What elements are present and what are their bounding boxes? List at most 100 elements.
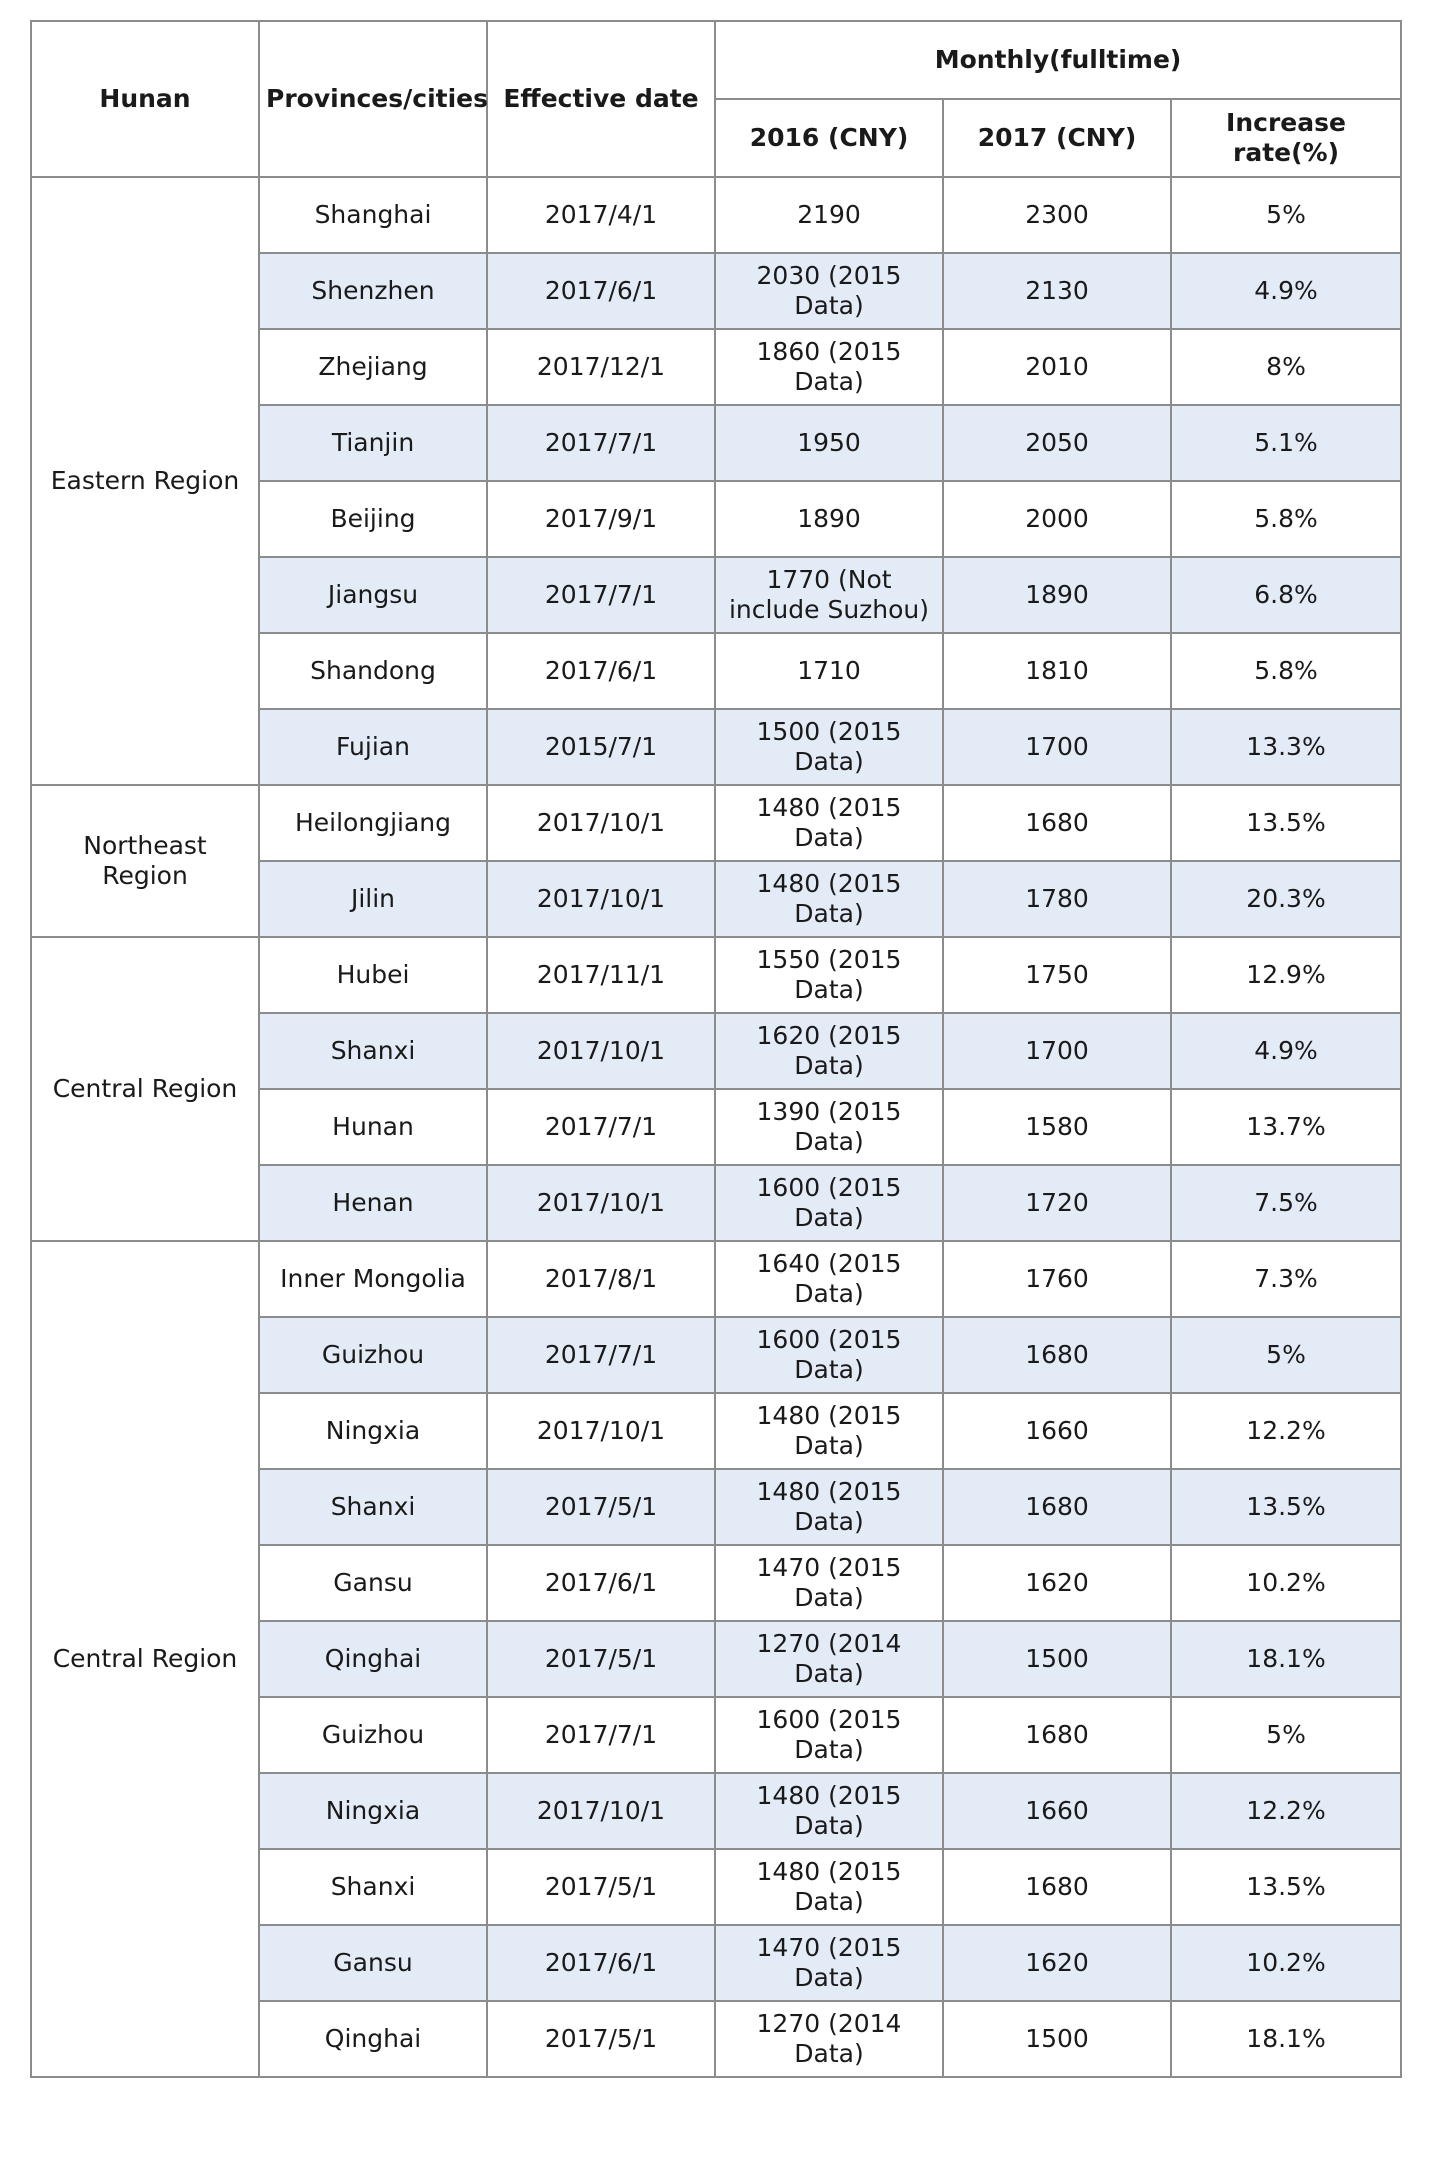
table-row: Ningxia 2017/10/1 1480 (2015 Data) 1660 12.2… (31, 1772, 1403, 1850)
wage-2016-cell: 1640 (2015 Data) (714, 1240, 944, 1318)
wage-2017-cell: 1660 (942, 1392, 1172, 1470)
effective-date-cell: 2017/7/1 (486, 404, 716, 482)
wage-2016-cell: 1950 (714, 404, 944, 482)
wage-2017-cell: 1580 (942, 1088, 1172, 1166)
table-row: Eastern Region Shanghai 2017/4/1 2190 2300 5% (30, 176, 1403, 786)
table-row: Shenzhen 2017/6/1 2030 (2015 Data) 2130 4.9% (31, 252, 1403, 330)
increase-rate-cell: 18.1% (1169, 2000, 1403, 2078)
table-row: Guizhou 2017/7/1 1600 (2015 Data) 1680 5% (31, 1316, 1403, 1394)
effective-date-cell: 2017/10/1 (486, 1012, 716, 1090)
increase-rate-cell: 8% (1169, 328, 1403, 406)
wage-2017-cell: 1720 (942, 1164, 1172, 1242)
effective-date-cell: 2017/7/1 (486, 1316, 716, 1394)
province-cell: Inner Mongolia (258, 1240, 488, 1318)
header-province: Provinces/cities (258, 20, 488, 178)
increase-rate-cell: 4.9% (1169, 1012, 1403, 1090)
table-row: Qinghai 2017/5/1 1270 (2014 Data) 1500 18.1% (31, 2000, 1403, 2078)
table-row: Central Region Inner Mongolia 2017/8/1 1640… (30, 1240, 1403, 2078)
increase-rate-cell: 13.3% (1169, 708, 1403, 786)
wage-2016-cell: 1860 (2015 Data) (714, 328, 944, 406)
province-cell: Shanxi (258, 1468, 488, 1546)
table-row: Shandong 2017/6/1 1710 1810 5.8% (31, 632, 1403, 710)
effective-date-cell: 2015/7/1 (486, 708, 716, 786)
effective-date-cell: 2017/10/1 (486, 1392, 716, 1470)
province-cell: Ningxia (258, 1772, 488, 1850)
effective-date-cell: 2017/5/1 (486, 1848, 716, 1926)
wage-2017-cell: 1680 (942, 1468, 1172, 1546)
header-2016: 2016 (CNY) (714, 98, 944, 178)
wage-2016-cell: 1500 (2015 Data) (714, 708, 944, 786)
table-row: Tianjin 2017/7/1 1950 2050 5.1% (31, 404, 1403, 482)
header-monthly-group: Monthly(fulltime) (713, 20, 1403, 100)
table-row: Jiangsu 2017/7/1 1770 (Not include Suzhou)… (31, 556, 1403, 634)
wage-2016-cell: 1480 (2015 Data) (714, 1772, 944, 1850)
wage-2016-cell: 1770 (Not include Suzhou) (714, 556, 944, 634)
increase-rate-cell: 5% (1169, 176, 1403, 254)
effective-date-cell: 2017/6/1 (486, 632, 716, 710)
effective-date-cell: 2017/7/1 (486, 556, 716, 634)
region-cell: Eastern Region (30, 176, 260, 786)
increase-rate-cell: 13.7% (1169, 1088, 1403, 1166)
increase-rate-cell: 10.2% (1169, 1924, 1403, 2002)
increase-rate-cell: 12.2% (1169, 1772, 1403, 1850)
province-cell: Beijing (258, 480, 488, 558)
wage-2016-cell: 1600 (2015 Data) (714, 1164, 944, 1242)
table-row: Northeast Region Heilongjiang 2017/10/1 148… (30, 784, 1403, 938)
wage-2016-cell: 1600 (2015 Data) (714, 1316, 944, 1394)
increase-rate-cell: 12.9% (1169, 936, 1403, 1014)
wage-2017-cell: 1750 (942, 936, 1172, 1014)
increase-rate-cell: 13.5% (1169, 1848, 1403, 1926)
table-row: Zhejiang 2017/12/1 1860 (2015 Data) 2010 8% (31, 328, 1403, 406)
province-cell: Qinghai (258, 2000, 488, 2078)
table-row: Fujian 2015/7/1 1500 (2015 Data) 1700 13.3% (31, 708, 1403, 786)
province-cell: Shenzhen (258, 252, 488, 330)
table-row: Qinghai 2017/5/1 1270 (2014 Data) 1500 18.1% (31, 1620, 1403, 1698)
table-row: Central Region Hubei 2017/11/1 1550 (2015 D… (30, 936, 1403, 1242)
wage-2017-cell: 1500 (942, 1620, 1172, 1698)
table-row: Jilin 2017/10/1 1480 (2015 Data) 1780 20.3% (31, 860, 1403, 938)
effective-date-cell: 2017/11/1 (486, 936, 716, 1014)
table-row: Henan 2017/10/1 1600 (2015 Data) 1720 7.5% (31, 1164, 1403, 1242)
province-cell: Shanghai (258, 176, 488, 254)
table-row: Guizhou 2017/7/1 1600 (2015 Data) 1680 5% (31, 1696, 1403, 1774)
province-cell: Zhejiang (258, 328, 488, 406)
wage-2017-cell: 2130 (942, 252, 1172, 330)
increase-rate-cell: 12.2% (1169, 1392, 1403, 1470)
wage-2016-cell: 1480 (2015 Data) (714, 860, 944, 938)
wage-2017-cell: 1500 (942, 2000, 1172, 2078)
table-row: Gansu 2017/6/1 1470 (2015 Data) 1620 10.2% (31, 1924, 1403, 2002)
table-header: Hunan Provinces/cities Effective date Mo… (30, 20, 1403, 178)
effective-date-cell: 2017/10/1 (486, 1772, 716, 1850)
wage-2017-cell: 1680 (942, 784, 1172, 862)
wage-2017-cell: 2300 (942, 176, 1172, 254)
effective-date-cell: 2017/6/1 (486, 1544, 716, 1622)
effective-date-cell: 2017/8/1 (486, 1240, 716, 1318)
province-cell: Qinghai (258, 1620, 488, 1698)
table-body: Eastern Region Shanghai 2017/4/1 2190 2300 5%… (30, 176, 1403, 2078)
wage-2017-cell: 1700 (942, 708, 1172, 786)
wage-2016-cell: 1480 (2015 Data) (714, 1468, 944, 1546)
header-increase-rate: Increase rate(%) (1169, 98, 1403, 178)
wage-2017-cell: 1620 (942, 1924, 1172, 2002)
province-cell: Hunan (258, 1088, 488, 1166)
wage-2016-cell: 1480 (2015 Data) (714, 784, 944, 862)
wage-table: Hunan Provinces/cities Effective date Mo… (30, 20, 1403, 2078)
wage-2016-cell: 1470 (2015 Data) (714, 1544, 944, 1622)
increase-rate-cell: 20.3% (1169, 860, 1403, 938)
wage-2016-cell: 1890 (714, 480, 944, 558)
province-cell: Guizhou (258, 1696, 488, 1774)
province-cell: Shandong (258, 632, 488, 710)
table-row: Shanxi 2017/5/1 1480 (2015 Data) 1680 13.5% (31, 1848, 1403, 1926)
wage-2016-cell: 1480 (2015 Data) (714, 1848, 944, 1926)
wage-2017-cell: 1890 (942, 556, 1172, 634)
wage-2017-cell: 1810 (942, 632, 1172, 710)
wage-2016-cell: 1480 (2015 Data) (714, 1392, 944, 1470)
increase-rate-cell: 13.5% (1169, 1468, 1403, 1546)
wage-2016-cell: 1550 (2015 Data) (714, 936, 944, 1014)
effective-date-cell: 2017/7/1 (486, 1088, 716, 1166)
province-cell: Tianjin (258, 404, 488, 482)
table-row: Shanxi 2017/5/1 1480 (2015 Data) 1680 13.5% (31, 1468, 1403, 1546)
wage-2017-cell: 1660 (942, 1772, 1172, 1850)
effective-date-cell: 2017/5/1 (486, 2000, 716, 2078)
table-row: Shanxi 2017/10/1 1620 (2015 Data) 1700 4.9% (31, 1012, 1403, 1090)
